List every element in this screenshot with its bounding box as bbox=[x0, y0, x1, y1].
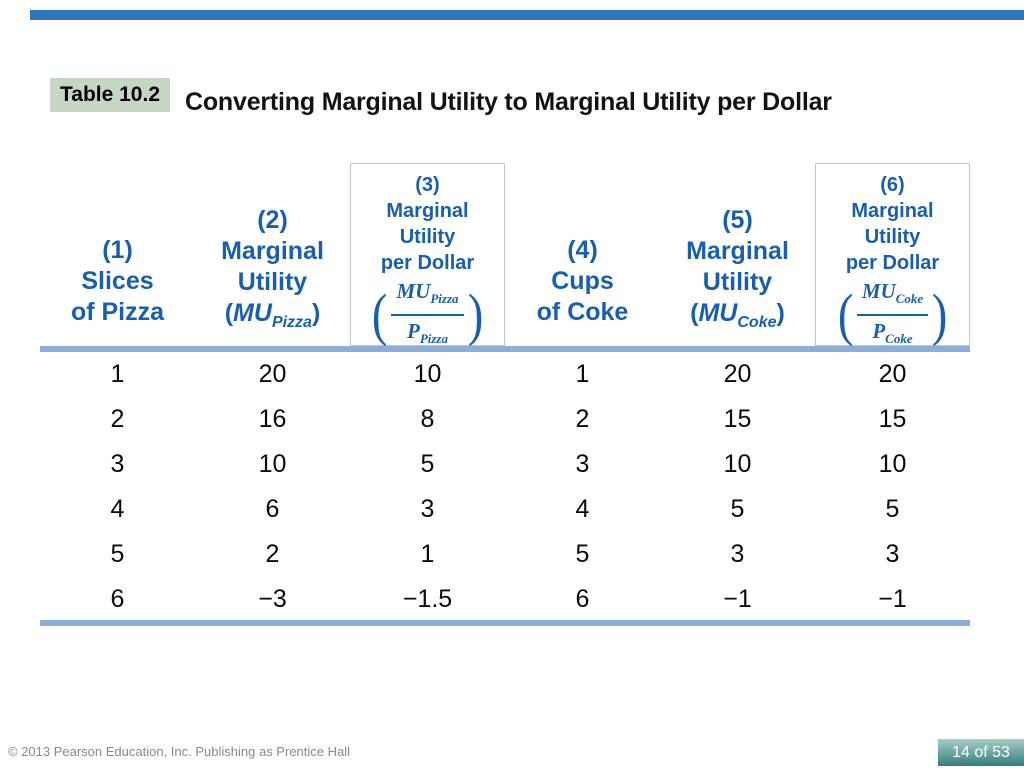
column-label-line: Marginal bbox=[386, 200, 469, 222]
column-label-line: Slices bbox=[81, 267, 154, 295]
table-row: 2 16 8 2 15 15 bbox=[40, 397, 970, 442]
table-cell: −1 bbox=[723, 585, 752, 613]
table-cell: 5 bbox=[730, 495, 745, 523]
column-label-line: Utility bbox=[399, 226, 456, 248]
column-label-line: Cups bbox=[551, 267, 614, 295]
table-cell: 5 bbox=[885, 495, 900, 523]
formula-fraction-pizza: ( MUPizza PPizza ) bbox=[370, 279, 485, 351]
table-cell: 1 bbox=[575, 360, 590, 388]
column-header-mu-per-dollar-pizza: (3) Marginal Utility per Dollar ( MUPizz… bbox=[350, 163, 505, 347]
table-header-row: (1) Slices of Pizza (2) Marginal Utility… bbox=[40, 163, 970, 347]
table-cell: 1 bbox=[110, 360, 125, 388]
column-number: (2) bbox=[257, 206, 288, 234]
table-cell: 10 bbox=[413, 360, 442, 388]
table-cell: −1 bbox=[878, 585, 907, 613]
table-cell: 5 bbox=[420, 450, 435, 478]
table-cell: 1 bbox=[420, 540, 435, 568]
table-cell: 5 bbox=[575, 540, 590, 568]
column-header-slices-of-pizza: (1) Slices of Pizza bbox=[40, 163, 195, 346]
column-header-cups-of-coke: (4) Cups of Coke bbox=[505, 163, 660, 346]
table-body: 1 20 10 1 20 20 2 16 8 2 15 15 3 10 5 3 10 10 4 6 3 4 5 5 5 2 1 5 3 3… bbox=[40, 352, 970, 622]
column-label-line: Utility bbox=[237, 268, 308, 296]
table-cell: 2 bbox=[110, 405, 125, 433]
column-number: (6) bbox=[880, 174, 905, 196]
column-label-line: of Coke bbox=[536, 298, 629, 326]
top-accent-bar bbox=[30, 10, 1024, 20]
table-cell: −3 bbox=[258, 585, 287, 613]
column-label-line: Marginal bbox=[686, 237, 789, 265]
table-cell: 20 bbox=[723, 360, 752, 388]
column-label-line: per Dollar bbox=[845, 252, 940, 274]
table-cell: 3 bbox=[110, 450, 125, 478]
table-row: 6 −3 −1.5 6 −1 −1 bbox=[40, 577, 970, 622]
table-cell: 5 bbox=[110, 540, 125, 568]
table-cell: 10 bbox=[258, 450, 287, 478]
page-number-badge: 14 of 53 bbox=[938, 739, 1024, 766]
table-row: 3 10 5 3 10 10 bbox=[40, 442, 970, 487]
table-cell: 3 bbox=[885, 540, 900, 568]
slide-title: Converting Marginal Utility to Marginal … bbox=[185, 88, 832, 116]
table-cell: 2 bbox=[575, 405, 590, 433]
table-cell: 8 bbox=[420, 405, 435, 433]
table-rule-top bbox=[40, 346, 970, 352]
table-cell: 3 bbox=[420, 495, 435, 523]
table-cell: 6 bbox=[265, 495, 280, 523]
table-cell: −1.5 bbox=[402, 585, 453, 613]
table-cell: 4 bbox=[575, 495, 590, 523]
column-number: (5) bbox=[722, 206, 753, 234]
table-cell: 16 bbox=[258, 405, 287, 433]
close-paren: ) bbox=[932, 282, 948, 348]
page-number-text: 14 of 53 bbox=[952, 743, 1010, 761]
table-cell: 6 bbox=[575, 585, 590, 613]
table-number-badge: Table 10.2 bbox=[50, 78, 170, 112]
fraction: MUCoke PCoke bbox=[856, 279, 929, 351]
table-cell: 10 bbox=[723, 450, 752, 478]
column-header-mu-per-dollar-coke: (6) Marginal Utility per Dollar ( MUCoke… bbox=[815, 163, 970, 347]
fraction-denominator: PPizza bbox=[406, 319, 448, 347]
column-label-line: Marginal bbox=[221, 237, 324, 265]
column-label-line: Utility bbox=[864, 226, 921, 248]
table-cell: 10 bbox=[878, 450, 907, 478]
formula-fraction-coke: ( MUCoke PCoke ) bbox=[836, 279, 950, 351]
column-symbol: (MUPizza) bbox=[224, 299, 321, 331]
table-cell: 20 bbox=[878, 360, 907, 388]
column-label-line: Utility bbox=[702, 268, 773, 296]
column-header-mu-coke: (5) Marginal Utility (MUCoke) bbox=[660, 163, 815, 346]
table-cell: 6 bbox=[110, 585, 125, 613]
column-symbol: (MUCoke) bbox=[690, 299, 785, 331]
table-cell: 3 bbox=[575, 450, 590, 478]
copyright-text: © 2013 Pearson Education, Inc. Publishin… bbox=[8, 744, 350, 759]
column-label-line: per Dollar bbox=[380, 252, 475, 274]
fraction-denominator: PCoke bbox=[872, 319, 913, 347]
table-cell: 15 bbox=[878, 405, 907, 433]
table-row: 5 2 1 5 3 3 bbox=[40, 532, 970, 577]
fraction: MUPizza PPizza bbox=[391, 279, 464, 351]
column-header-mu-pizza: (2) Marginal Utility (MUPizza) bbox=[195, 163, 350, 346]
column-number: (4) bbox=[567, 236, 598, 264]
fraction-numerator: MUPizza bbox=[391, 279, 464, 317]
close-paren: ) bbox=[467, 282, 483, 348]
table-row: 4 6 3 4 5 5 bbox=[40, 487, 970, 532]
fraction-numerator: MUCoke bbox=[856, 279, 929, 317]
column-label-line: Marginal bbox=[851, 200, 934, 222]
table-rule-bottom bbox=[40, 620, 970, 626]
column-number: (3) bbox=[415, 174, 440, 196]
table-cell: 20 bbox=[258, 360, 287, 388]
table-cell: 3 bbox=[730, 540, 745, 568]
column-number: (1) bbox=[102, 236, 133, 264]
open-paren: ( bbox=[837, 282, 853, 348]
column-label-line: of Pizza bbox=[70, 298, 165, 326]
table-cell: 2 bbox=[265, 540, 280, 568]
table-cell: 4 bbox=[110, 495, 125, 523]
table-row: 1 20 10 1 20 20 bbox=[40, 352, 970, 397]
open-paren: ( bbox=[372, 282, 388, 348]
title-row: Table 10.2 Converting Marginal Utility t… bbox=[50, 78, 832, 119]
table-cell: 15 bbox=[723, 405, 752, 433]
